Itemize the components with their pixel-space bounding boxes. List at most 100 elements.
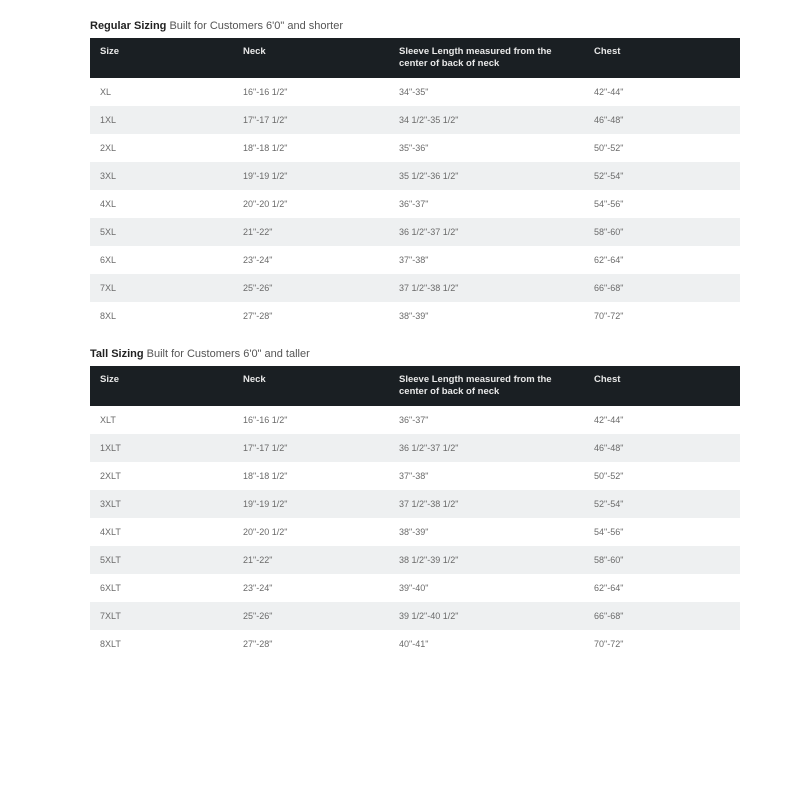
cell-sleeve: 34 1/2"-35 1/2" <box>389 106 584 134</box>
cell-sleeve: 37"-38" <box>389 246 584 274</box>
table-row: 8XL27"-28"38"-39"70"-72" <box>90 302 740 330</box>
cell-neck: 16"-16 1/2" <box>233 406 389 434</box>
table-header-row: Size Neck Sleeve Length measured from th… <box>90 366 740 406</box>
cell-sleeve: 38 1/2"-39 1/2" <box>389 546 584 574</box>
cell-chest: 70"-72" <box>584 630 740 658</box>
cell-size: XLT <box>90 406 233 434</box>
cell-sleeve: 38"-39" <box>389 302 584 330</box>
cell-sleeve: 35 1/2"-36 1/2" <box>389 162 584 190</box>
cell-size: XL <box>90 78 233 106</box>
cell-chest: 70"-72" <box>584 302 740 330</box>
cell-chest: 52"-54" <box>584 162 740 190</box>
table-row: 6XLT23"-24"39"-40"62"-64" <box>90 574 740 602</box>
cell-neck: 16"-16 1/2" <box>233 78 389 106</box>
table-row: 7XLT25"-26"39 1/2"-40 1/2"66"-68" <box>90 602 740 630</box>
cell-sleeve: 37 1/2"-38 1/2" <box>389 490 584 518</box>
cell-neck: 25"-26" <box>233 274 389 302</box>
cell-size: 8XL <box>90 302 233 330</box>
cell-sleeve: 35"-36" <box>389 134 584 162</box>
regular-sizing-title-sub: Built for Customers 6'0" and shorter <box>169 20 343 32</box>
cell-sleeve: 34"-35" <box>389 78 584 106</box>
cell-chest: 58"-60" <box>584 546 740 574</box>
table-row: 5XLT21"-22"38 1/2"-39 1/2"58"-60" <box>90 546 740 574</box>
col-header-neck: Neck <box>233 366 389 406</box>
col-header-chest: Chest <box>584 366 740 406</box>
cell-neck: 17"-17 1/2" <box>233 434 389 462</box>
table-row: 3XLT19"-19 1/2"37 1/2"-38 1/2"52"-54" <box>90 490 740 518</box>
cell-neck: 19"-19 1/2" <box>233 490 389 518</box>
cell-chest: 54"-56" <box>584 190 740 218</box>
table-row: XLT16"-16 1/2"36"-37"42"-44" <box>90 406 740 434</box>
cell-size: 2XLT <box>90 462 233 490</box>
cell-chest: 62"-64" <box>584 246 740 274</box>
cell-sleeve: 39 1/2"-40 1/2" <box>389 602 584 630</box>
cell-size: 4XL <box>90 190 233 218</box>
cell-chest: 52"-54" <box>584 490 740 518</box>
cell-size: 6XLT <box>90 574 233 602</box>
col-header-sleeve: Sleeve Length measured from the center o… <box>389 38 584 78</box>
cell-size: 3XL <box>90 162 233 190</box>
cell-size: 2XL <box>90 134 233 162</box>
table-row: 4XLT20"-20 1/2"38"-39"54"-56" <box>90 518 740 546</box>
cell-sleeve: 40"-41" <box>389 630 584 658</box>
cell-sleeve: 38"-39" <box>389 518 584 546</box>
table-row: 7XL25"-26"37 1/2"-38 1/2"66"-68" <box>90 274 740 302</box>
col-header-sleeve: Sleeve Length measured from the center o… <box>389 366 584 406</box>
cell-neck: 18"-18 1/2" <box>233 462 389 490</box>
cell-sleeve: 36 1/2"-37 1/2" <box>389 218 584 246</box>
table-row: 4XL20"-20 1/2"36"-37"54"-56" <box>90 190 740 218</box>
cell-chest: 42"-44" <box>584 406 740 434</box>
cell-size: 5XLT <box>90 546 233 574</box>
cell-neck: 27"-28" <box>233 630 389 658</box>
col-header-size: Size <box>90 366 233 406</box>
regular-sizing-section: Regular Sizing Built for Customers 6'0" … <box>90 20 740 330</box>
cell-size: 1XLT <box>90 434 233 462</box>
cell-sleeve: 36"-37" <box>389 190 584 218</box>
cell-chest: 50"-52" <box>584 134 740 162</box>
cell-neck: 20"-20 1/2" <box>233 190 389 218</box>
cell-neck: 23"-24" <box>233 246 389 274</box>
cell-chest: 62"-64" <box>584 574 740 602</box>
cell-neck: 18"-18 1/2" <box>233 134 389 162</box>
regular-sizing-title: Regular Sizing Built for Customers 6'0" … <box>90 20 740 32</box>
cell-chest: 50"-52" <box>584 462 740 490</box>
cell-size: 5XL <box>90 218 233 246</box>
regular-sizing-title-bold: Regular Sizing <box>90 20 166 32</box>
cell-size: 1XL <box>90 106 233 134</box>
cell-neck: 17"-17 1/2" <box>233 106 389 134</box>
cell-sleeve: 36 1/2"-37 1/2" <box>389 434 584 462</box>
cell-neck: 27"-28" <box>233 302 389 330</box>
cell-chest: 42"-44" <box>584 78 740 106</box>
cell-chest: 58"-60" <box>584 218 740 246</box>
col-header-size: Size <box>90 38 233 78</box>
cell-chest: 54"-56" <box>584 518 740 546</box>
tall-sizing-section: Tall Sizing Built for Customers 6'0" and… <box>90 348 740 658</box>
cell-neck: 23"-24" <box>233 574 389 602</box>
table-row: 1XL17"-17 1/2"34 1/2"-35 1/2"46"-48" <box>90 106 740 134</box>
cell-chest: 46"-48" <box>584 106 740 134</box>
cell-size: 7XL <box>90 274 233 302</box>
cell-sleeve: 37"-38" <box>389 462 584 490</box>
table-row: 6XL23"-24"37"-38"62"-64" <box>90 246 740 274</box>
cell-neck: 20"-20 1/2" <box>233 518 389 546</box>
tall-sizing-title-sub: Built for Customers 6'0" and taller <box>147 348 310 360</box>
col-header-neck: Neck <box>233 38 389 78</box>
cell-size: 8XLT <box>90 630 233 658</box>
table-header-row: Size Neck Sleeve Length measured from th… <box>90 38 740 78</box>
table-row: 1XLT17"-17 1/2"36 1/2"-37 1/2"46"-48" <box>90 434 740 462</box>
regular-sizing-table: Size Neck Sleeve Length measured from th… <box>90 38 740 330</box>
cell-chest: 46"-48" <box>584 434 740 462</box>
table-row: 8XLT27"-28"40"-41"70"-72" <box>90 630 740 658</box>
table-row: 3XL19"-19 1/2"35 1/2"-36 1/2"52"-54" <box>90 162 740 190</box>
cell-size: 6XL <box>90 246 233 274</box>
cell-sleeve: 36"-37" <box>389 406 584 434</box>
tall-sizing-title: Tall Sizing Built for Customers 6'0" and… <box>90 348 740 360</box>
cell-neck: 21"-22" <box>233 218 389 246</box>
cell-sleeve: 39"-40" <box>389 574 584 602</box>
cell-chest: 66"-68" <box>584 274 740 302</box>
col-header-chest: Chest <box>584 38 740 78</box>
cell-size: 3XLT <box>90 490 233 518</box>
table-row: 5XL21"-22"36 1/2"-37 1/2"58"-60" <box>90 218 740 246</box>
tall-sizing-table: Size Neck Sleeve Length measured from th… <box>90 366 740 658</box>
cell-neck: 25"-26" <box>233 602 389 630</box>
